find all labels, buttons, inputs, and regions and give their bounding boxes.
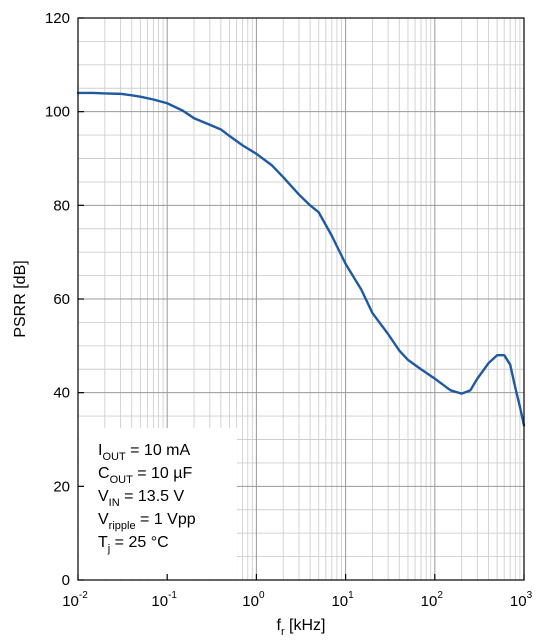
x-axis-ticks: 10-2 10-1 100 101 102 103 — [62, 574, 533, 610]
annotation-line: Vripple = 1 Vpp — [98, 511, 196, 532]
y-axis-label: PSRR [dB] — [12, 260, 29, 337]
annotation-line: COUT = 10 µF — [98, 465, 192, 486]
x-tick-label: 10-2 — [62, 590, 88, 610]
y-tick-label: 100 — [45, 104, 70, 121]
x-tick-label: 10-1 — [151, 590, 177, 610]
annotation-line: IOUT = 10 mA — [98, 442, 190, 463]
x-tick-label: 101 — [331, 590, 354, 610]
y-axis-ticks: 0 20 40 60 80 100 120 — [45, 10, 84, 589]
x-axis-label: fr [kHz] — [276, 617, 325, 638]
psrr-series-line — [76, 91, 526, 427]
x-tick-label: 103 — [510, 590, 533, 610]
y-tick-label: 40 — [53, 385, 70, 402]
annotation-line: Tj = 25 °C — [98, 534, 169, 555]
y-tick-label: 0 — [62, 572, 70, 589]
y-tick-label: 20 — [53, 478, 70, 495]
y-tick-label: 120 — [45, 10, 70, 27]
y-tick-label: 60 — [53, 291, 70, 308]
annotation-box — [79, 428, 237, 579]
x-tick-label: 102 — [421, 590, 444, 610]
x-tick-label: 100 — [242, 590, 265, 610]
annotation-line: VIN = 13.5 V — [98, 488, 184, 509]
y-tick-label: 80 — [53, 197, 70, 214]
